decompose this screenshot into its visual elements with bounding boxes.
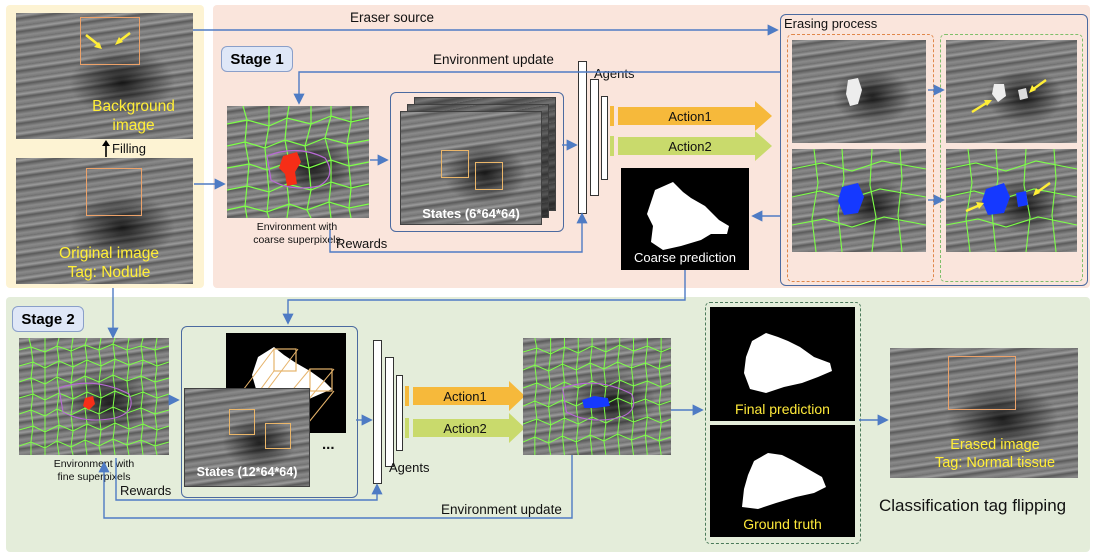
updated-lesion-mask xyxy=(582,396,610,408)
eraser-source-label: Eraser source xyxy=(350,10,435,25)
state2-patch-2 xyxy=(265,423,291,449)
agent2-layer-3 xyxy=(396,375,403,451)
action2-label-s2: Action2 xyxy=(443,420,487,436)
action2-arrow-s1 xyxy=(610,131,772,161)
states-2-label: States (12*64*64) xyxy=(196,465,298,479)
env-coarse-label-line2: coarse superpixels xyxy=(253,234,341,246)
rewards-1-label: Rewards xyxy=(336,236,388,251)
erase-step2-superpixel-grid xyxy=(946,149,1077,252)
filling-label: Filling xyxy=(112,141,146,156)
background-roi-box xyxy=(80,17,140,65)
coarse-prediction-image: Coarse prediction xyxy=(621,168,749,270)
classification-flip-label: Classification tag flipping xyxy=(879,496,1067,515)
background-image-label-line2: image xyxy=(112,117,155,134)
erase-step2-image xyxy=(946,40,1077,143)
erase-step1-superpixel-grid xyxy=(792,149,926,252)
action1-label-s2: Action1 xyxy=(443,388,487,404)
agents-2-label: Agents xyxy=(389,460,430,475)
stage1-label: Stage 1 xyxy=(221,46,293,72)
erasing-process-label: Erasing process xyxy=(784,16,878,31)
erased-image-label: Erased image Tag: Normal tissue xyxy=(910,436,1078,472)
nodule-arrows xyxy=(85,32,131,49)
action2-arrow-s2 xyxy=(405,413,525,443)
erasing-step1-box xyxy=(787,34,934,282)
agent2-layer-2 xyxy=(385,357,394,467)
action1-arrow-s1 xyxy=(610,101,772,131)
ellipsis-label: ... xyxy=(322,436,335,453)
filling-arrow xyxy=(102,140,110,157)
background-image-label: Background image xyxy=(76,97,191,135)
env-fine-label: Environment with fine superpixels xyxy=(14,458,174,484)
background-image-label-line1: Background xyxy=(92,98,175,115)
action1-label-s1: Action1 xyxy=(668,108,712,124)
state-layer-front: States (6*64*64) xyxy=(400,111,542,225)
env-fine-label-line2: fine superpixels xyxy=(57,471,131,483)
fine-lesion-mask xyxy=(83,396,95,410)
coarse-lesion-mask xyxy=(279,152,301,186)
state2-patch-1 xyxy=(229,409,255,435)
original-image-label-line2: Tag: Nodule xyxy=(67,264,151,281)
fine-updated-superpixel-grid xyxy=(523,338,671,455)
states-stack-2 xyxy=(181,326,358,498)
erased-image-label-line2: Tag: Normal tissue xyxy=(934,455,1056,471)
original-roi-box xyxy=(86,168,142,216)
env-update-2-label: Environment update xyxy=(441,502,562,517)
states-1-label: States (6*64*64) xyxy=(422,206,520,221)
stage2-label: Stage 2 xyxy=(12,306,84,332)
action1-arrow-s2 xyxy=(405,381,525,411)
original-image-label: Original image Tag: Nodule xyxy=(24,244,193,282)
state-patch-2 xyxy=(475,162,503,190)
erasing-process-box xyxy=(780,14,1088,286)
agent-layer-3 xyxy=(601,96,608,180)
coarse-superpixel-environment xyxy=(227,106,369,218)
erased-image-label-line1: Erased image xyxy=(950,437,1040,453)
fine-environment-updated xyxy=(523,338,671,455)
fine-superpixel-grid xyxy=(19,338,169,455)
states-stack-1 xyxy=(390,92,564,232)
action2-label-s1: Action2 xyxy=(668,138,712,154)
original-image-label-line1: Original image xyxy=(59,245,159,262)
ground-truth-label: Ground truth xyxy=(743,516,822,532)
ultrasound-state-layer: States (12*64*64) xyxy=(184,388,310,487)
fine-superpixel-environment xyxy=(19,338,169,455)
coarse-prediction-label: Coarse prediction xyxy=(634,250,736,265)
final-prediction-mask xyxy=(744,333,832,393)
erase-step2-patches xyxy=(971,79,1047,114)
env-fine-label-line1: Environment with xyxy=(53,458,135,470)
ground-truth-image: Ground truth xyxy=(710,425,855,537)
erase-step2-superpixels xyxy=(946,149,1077,252)
env-update-1-label: Environment update xyxy=(433,52,554,67)
erase-step1-image xyxy=(792,40,926,143)
agents-1-label: Agents xyxy=(594,66,635,81)
agent-layer-2 xyxy=(590,79,599,196)
env-coarse-label-line1: Environment with xyxy=(256,221,338,233)
background-image: Background image xyxy=(16,13,193,139)
erase-step1-superpixels xyxy=(792,149,926,252)
erasing-step2-box xyxy=(940,34,1083,282)
predictions-box xyxy=(705,302,861,544)
final-prediction-label: Final prediction xyxy=(735,401,830,417)
coarse-superpixel-grid xyxy=(227,106,369,218)
env-coarse-label: Environment with coarse superpixels xyxy=(222,221,372,247)
ground-truth-mask xyxy=(742,453,826,509)
erased-roi-box xyxy=(948,356,1016,410)
final-prediction-image: Final prediction xyxy=(710,307,855,421)
original-image: Original image Tag: Nodule xyxy=(16,158,193,284)
erase-step1-patch xyxy=(846,78,862,106)
rewards-2-label: Rewards xyxy=(120,483,172,498)
coarse-prediction-mask xyxy=(647,182,729,250)
state-patch-1 xyxy=(441,150,469,178)
erased-image: Erased image Tag: Normal tissue xyxy=(890,348,1078,478)
